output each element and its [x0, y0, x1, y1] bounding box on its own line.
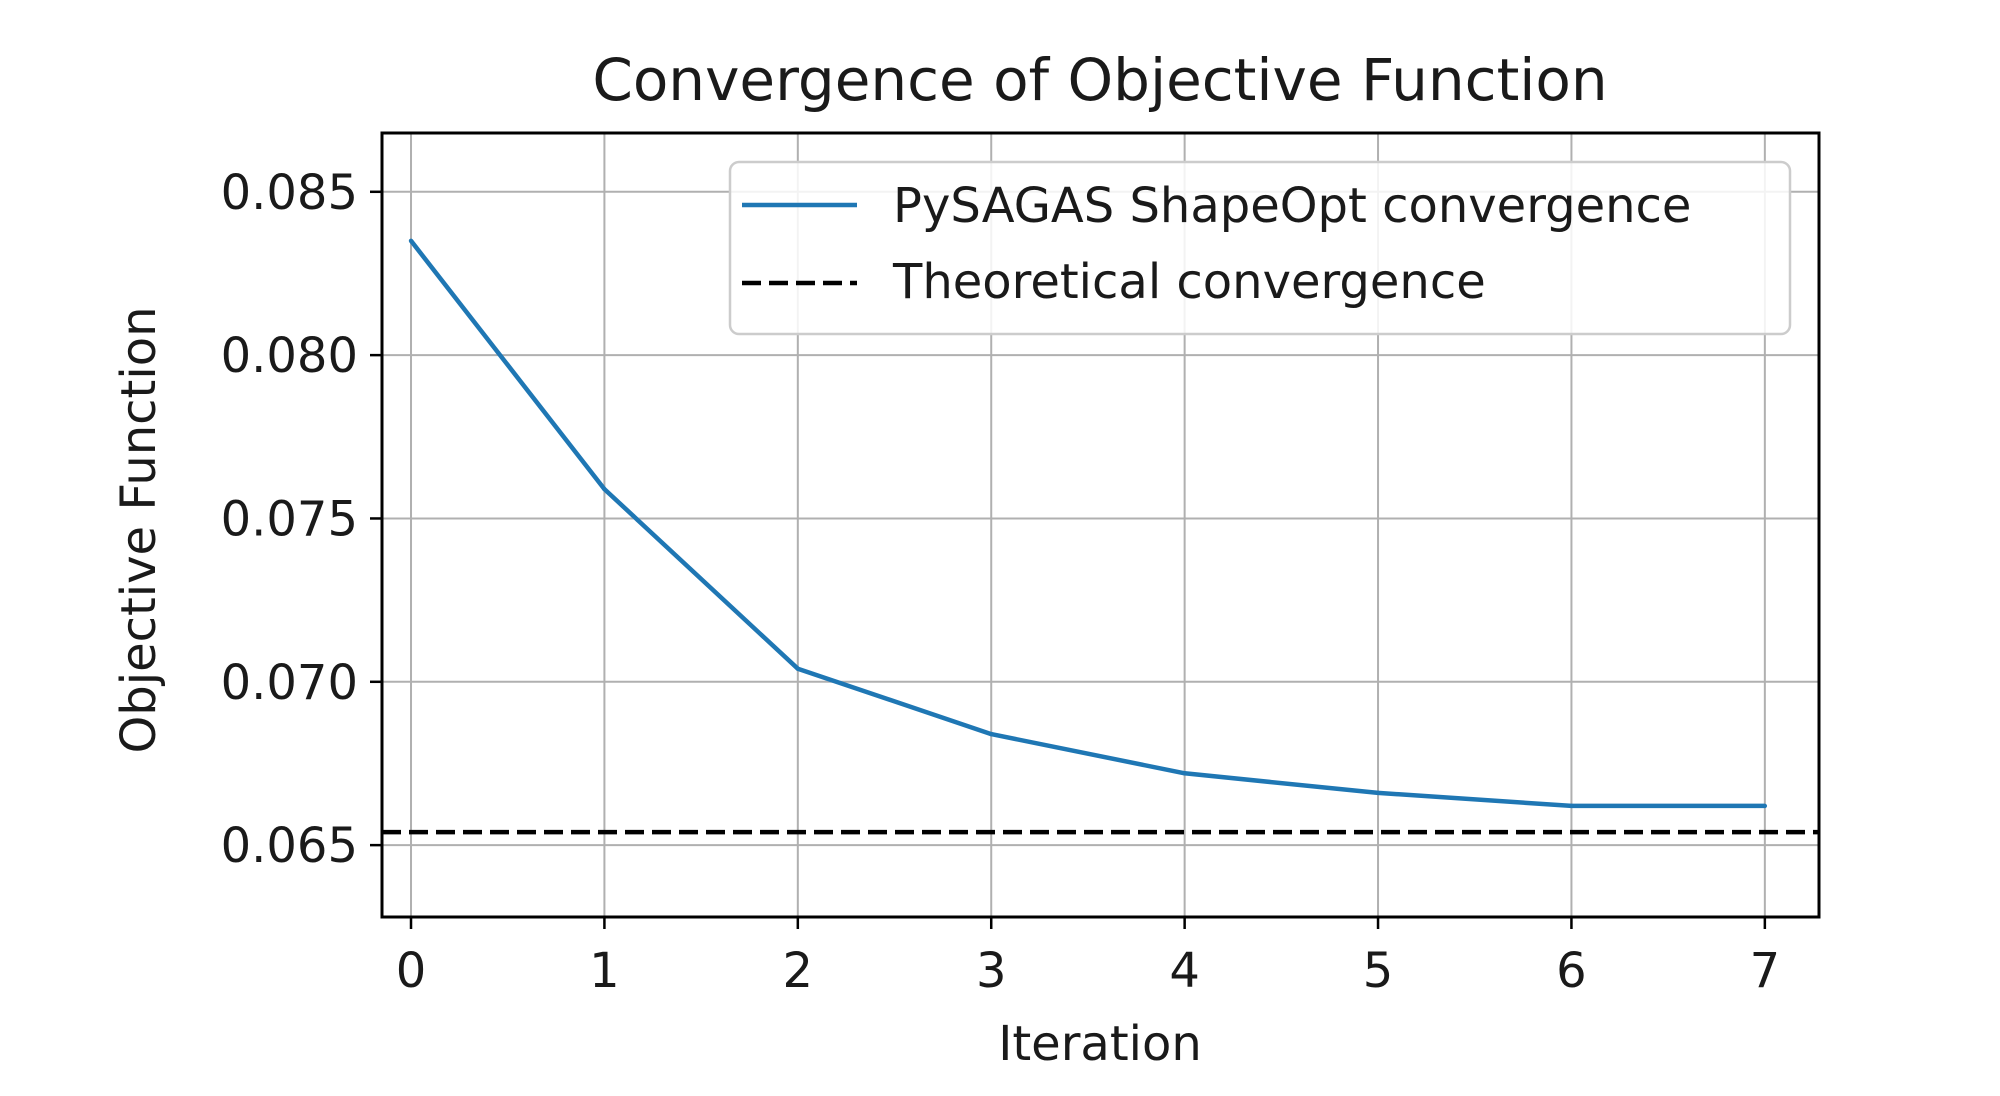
y-tick-label: 0.080 — [221, 328, 358, 384]
legend-label-theoretical: Theoretical convergence — [892, 254, 1486, 310]
legend-label-shapeopt: PySAGAS ShapeOpt convergence — [893, 178, 1691, 234]
plot-frame — [380, 131, 1821, 919]
y-tick-label: 0.085 — [221, 165, 358, 221]
shapeopt-data-point — [1182, 771, 1187, 776]
x-tick-label: 3 — [976, 943, 1007, 999]
shapeopt-convergence-line — [409, 239, 1765, 809]
x-tick-label: 6 — [1556, 943, 1587, 999]
x-tick-label: 0 — [396, 943, 427, 999]
shapeopt-data-point — [408, 238, 414, 243]
ticks: 0 1 2 3 4 5 6 7 0.065 0.070 0.075 0.080 0.085 — [221, 165, 1781, 999]
shapeopt-data-point — [1569, 803, 1574, 809]
x-tick-label: 5 — [1363, 943, 1394, 999]
y-tick-label: 0.075 — [221, 491, 358, 547]
shapeopt-data-point — [1762, 803, 1768, 809]
legend: PySAGAS ShapeOpt convergence Theoretical… — [728, 160, 1792, 336]
plot-area — [382, 238, 1819, 835]
y-tick-label: 0.065 — [221, 818, 358, 874]
y-tick-label: 0.070 — [221, 655, 358, 711]
shapeopt-data-point — [1375, 790, 1381, 796]
chart-title: Convergence of Objective Function — [592, 46, 1607, 114]
x-tick-label: 2 — [783, 943, 814, 999]
shapeopt-data-point — [602, 486, 607, 492]
x-tick-label: 4 — [1169, 943, 1200, 999]
legend-box — [728, 160, 1792, 336]
x-axis-label: Iteration — [998, 1016, 1202, 1072]
y-axis-label: Objective Function — [111, 306, 167, 753]
x-tick-label: 7 — [1750, 943, 1781, 999]
shapeopt-data-point — [989, 731, 994, 737]
shapeopt-data-point — [795, 666, 801, 671]
x-tick-label: 1 — [589, 943, 620, 999]
